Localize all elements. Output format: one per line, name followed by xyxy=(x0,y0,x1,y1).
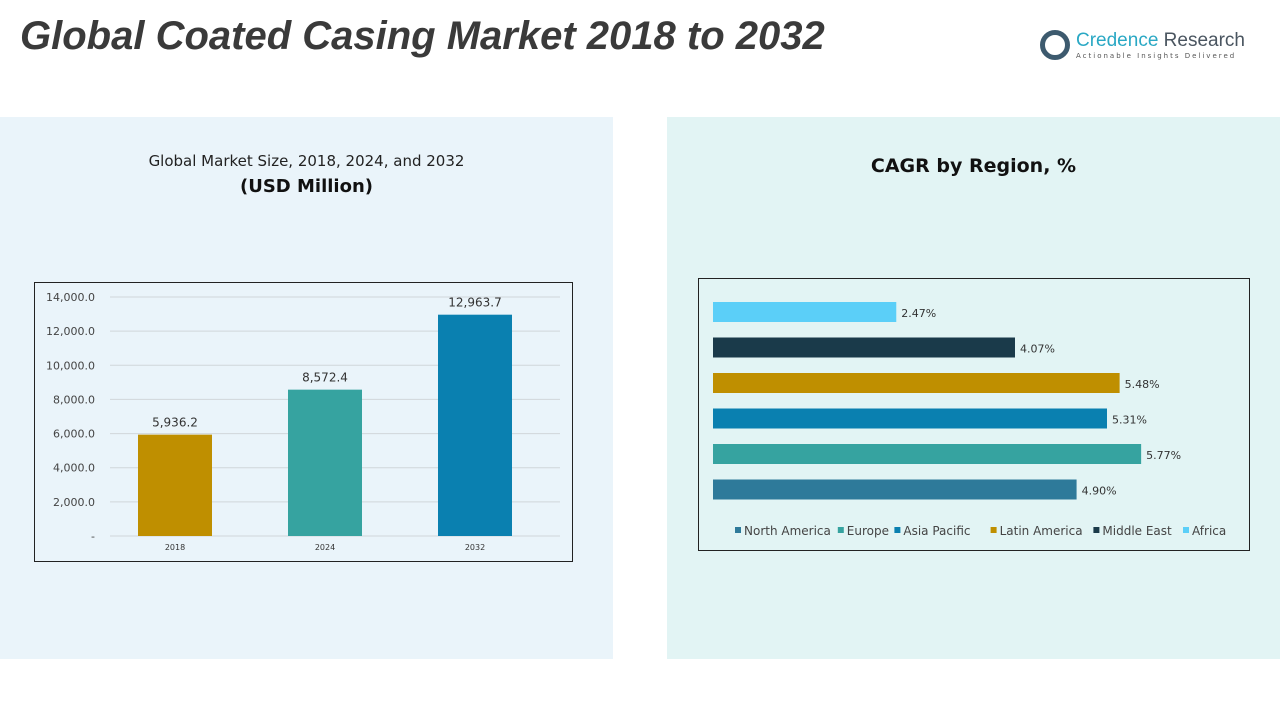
market-size-chart: - 2,000.0 4,000.0 6,000.0 8,000.0 10,000.0 12,… xyxy=(34,282,573,562)
data-label: 8,572.4 xyxy=(302,371,348,385)
y-tick-label: 12,000.0 xyxy=(46,325,95,338)
bar-middle-east xyxy=(713,337,1015,358)
legend-swatch xyxy=(735,527,741,533)
legend-swatch xyxy=(1183,527,1189,533)
bar-chart-title: Global Market Size, 2018, 2024, and 2032 xyxy=(148,152,465,170)
data-label: 2.47% xyxy=(901,307,936,320)
logo: Credence Research Actionable Insights De… xyxy=(1040,30,1245,60)
bar-europe xyxy=(713,444,1142,464)
bar-asia-pacific xyxy=(713,408,1108,429)
y-tick-label: 2,000.0 xyxy=(53,496,95,509)
bar-2032 xyxy=(438,314,512,536)
x-tick-label: 2032 xyxy=(465,543,485,552)
data-label: 5,936.2 xyxy=(152,416,198,430)
data-label: 5.31% xyxy=(1112,414,1147,427)
y-tick-label: 4,000.0 xyxy=(53,462,95,475)
data-label: 5.48% xyxy=(1125,378,1160,391)
x-tick-label: 2024 xyxy=(315,543,335,552)
bar-2018 xyxy=(138,434,212,536)
x-tick-label: 2018 xyxy=(165,543,185,552)
legend-swatch xyxy=(1093,527,1100,533)
legend-item: Africa xyxy=(1192,524,1226,538)
page-title: Global Coated Casing Market 2018 to 2032 xyxy=(20,14,825,58)
logo-name: Credence xyxy=(1076,30,1159,51)
y-tick-label: 14,000.0 xyxy=(46,291,95,304)
legend-item: Latin America xyxy=(1000,524,1083,538)
bar-chart-subtitle: (USD Million) xyxy=(239,176,373,197)
bar-latin-america xyxy=(713,373,1120,393)
logo-name2: Research xyxy=(1163,30,1245,51)
legend-item: North America xyxy=(744,524,831,538)
y-tick-label: 10,000.0 xyxy=(46,359,95,372)
legend-swatch xyxy=(837,527,844,533)
y-tick-label: 8,000.0 xyxy=(53,393,95,406)
logo-icon xyxy=(1040,30,1070,60)
y-tick-label: - xyxy=(91,530,95,543)
logo-tagline: Actionable Insights Delivered xyxy=(1076,52,1237,60)
bar-north-america xyxy=(713,479,1077,500)
y-tick-label: 6,000.0 xyxy=(53,428,95,441)
cagr-chart-title: CAGR by Region, % xyxy=(870,155,1077,177)
data-label: 4.90% xyxy=(1082,485,1117,498)
bar-africa xyxy=(713,302,897,322)
legend-swatch xyxy=(990,527,997,533)
legend-item: Asia Pacific xyxy=(903,524,970,538)
legend-swatch xyxy=(894,527,901,533)
data-label: 12,963.7 xyxy=(448,296,501,310)
data-label: 4.07% xyxy=(1020,343,1055,356)
bar-2024 xyxy=(288,389,362,536)
data-label: 5.77% xyxy=(1146,449,1181,462)
cagr-chart: 4.90% 5.77% 5.31% 5.48% 4.07% 2.47% North Amer… xyxy=(698,278,1250,551)
legend-item: Middle East xyxy=(1102,524,1172,538)
legend-item: Europe xyxy=(847,524,889,538)
